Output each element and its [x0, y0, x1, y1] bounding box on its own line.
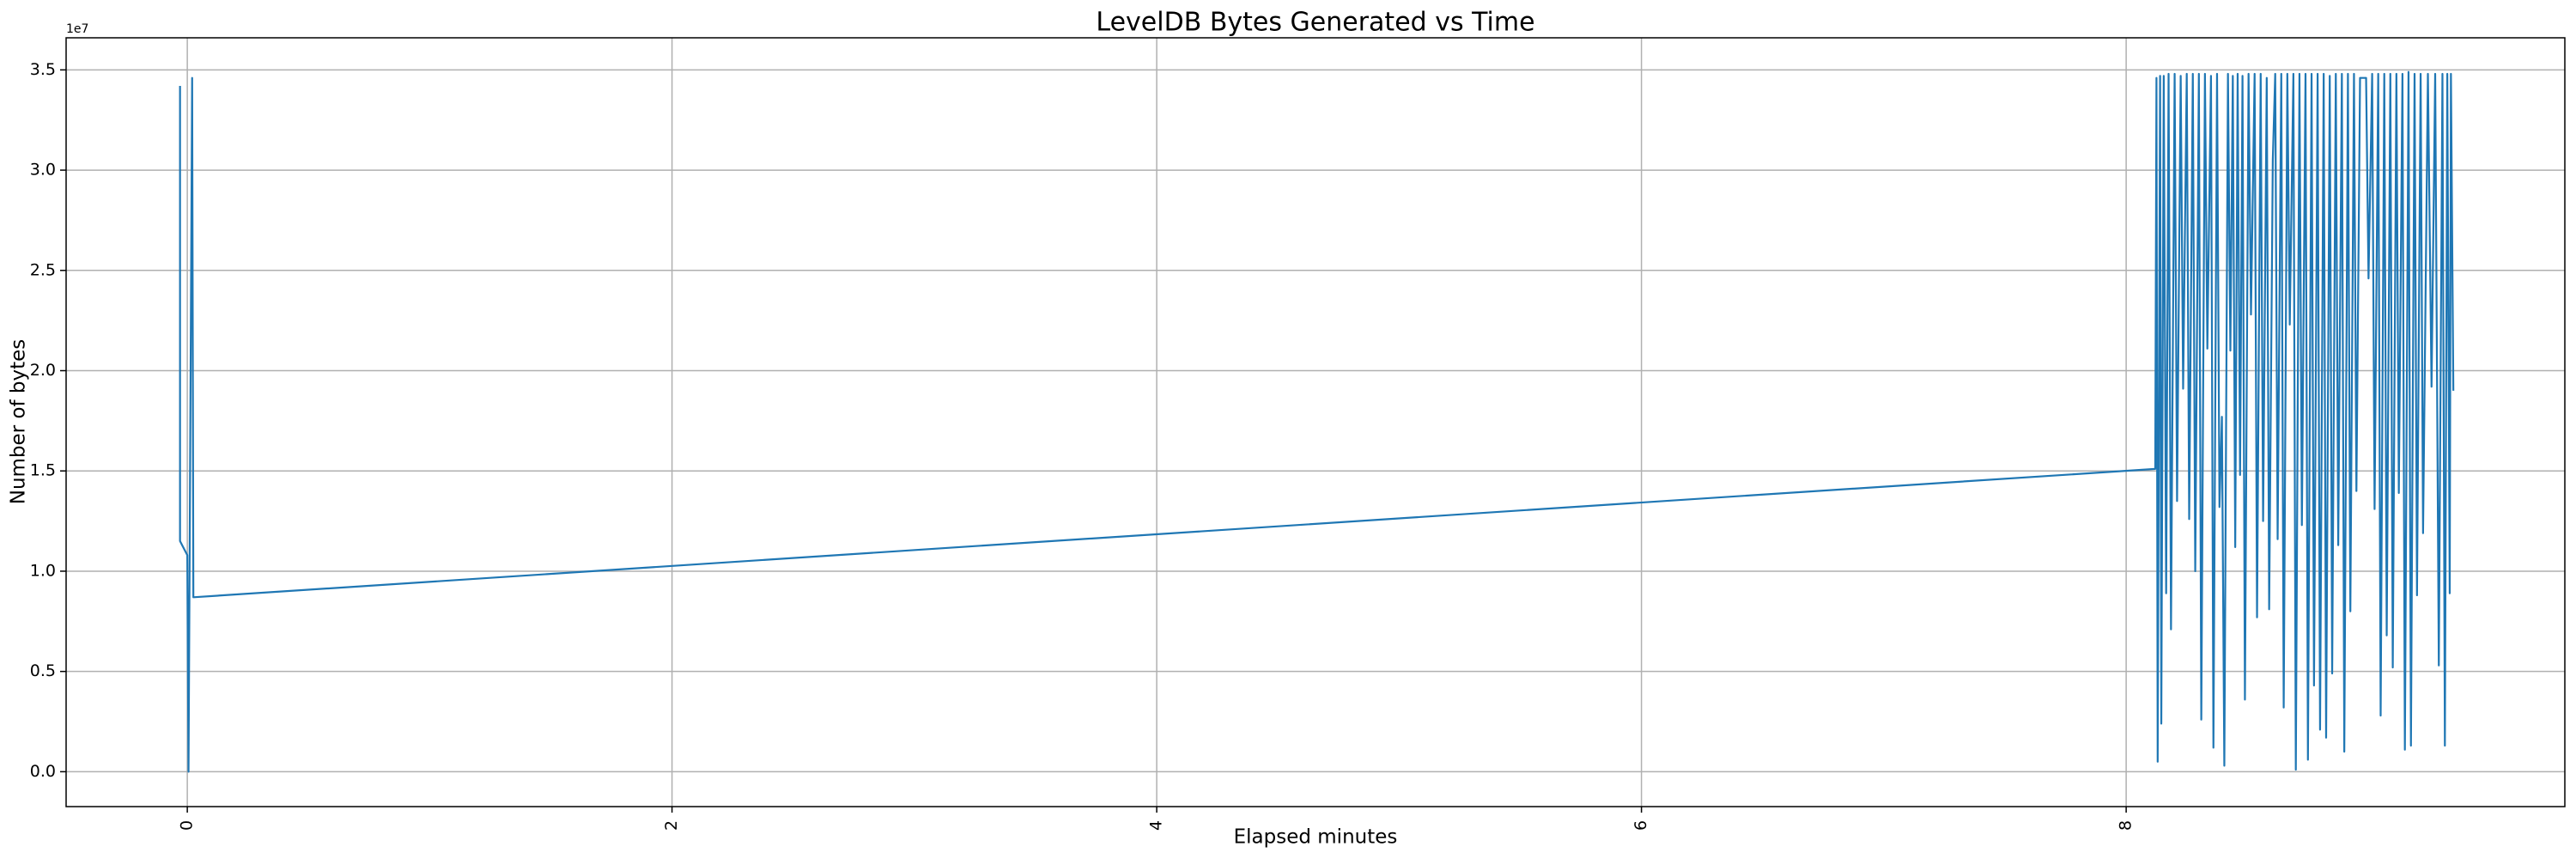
x-tick-label: 8 [2117, 820, 2136, 831]
plot-frame [65, 37, 2566, 807]
y-axis-label: Number of bytes [8, 339, 30, 505]
data-line [179, 70, 2455, 773]
chart-title: LevelDB Bytes Generated vs Time [1096, 8, 1534, 38]
y-tick-label: 3.5 [30, 60, 56, 79]
y-tick-label: 1.5 [30, 461, 56, 480]
x-tick-label: 0 [178, 820, 197, 831]
y-tick-label: 2.5 [30, 260, 56, 279]
y-tick-label: 0.5 [30, 661, 56, 680]
x-tick-label: 4 [1147, 820, 1166, 831]
x-tick-label: 6 [1631, 820, 1650, 831]
y-tick-label: 1.0 [30, 561, 56, 580]
y-offset-label: 1e7 [66, 22, 88, 36]
y-tick-label: 3.0 [30, 161, 56, 180]
y-tick-label: 2.0 [30, 361, 56, 380]
y-tick-label: 0.0 [30, 762, 56, 781]
x-tick-label: 2 [662, 820, 681, 831]
x-axis-label: Elapsed minutes [1234, 826, 1398, 849]
